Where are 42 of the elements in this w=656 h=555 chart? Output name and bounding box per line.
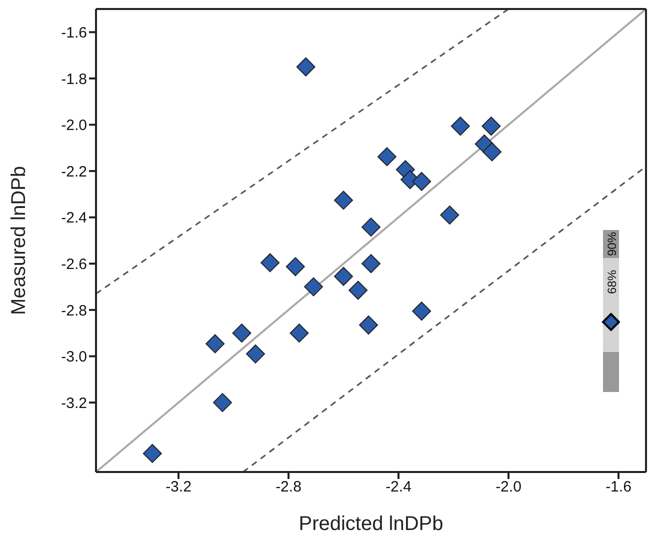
point xyxy=(213,393,232,412)
point xyxy=(362,254,380,274)
point xyxy=(232,324,252,343)
point xyxy=(359,315,378,334)
point xyxy=(482,142,502,162)
point xyxy=(334,190,353,210)
y-tick-label: -2.6 xyxy=(61,256,87,273)
y-tick-label: -3.0 xyxy=(61,348,87,366)
y-tick-label: -1.8 xyxy=(61,70,87,88)
x-tick-label: -1.6 xyxy=(606,478,632,496)
y-tick-label: -2.8 xyxy=(61,302,87,320)
point xyxy=(260,253,280,272)
percent-key: 90% 68% xyxy=(600,230,620,400)
point xyxy=(296,57,316,76)
point xyxy=(377,147,396,166)
y-tick-label: -1.6 xyxy=(61,24,87,42)
point xyxy=(290,324,309,343)
point xyxy=(206,334,225,354)
y-tick-label: -2.2 xyxy=(61,163,87,180)
x-tick-label: -2.0 xyxy=(496,478,522,496)
x-tick-label: -2.8 xyxy=(276,478,302,496)
y-tick-label: -3.2 xyxy=(61,394,87,412)
point xyxy=(450,116,470,136)
point xyxy=(412,302,432,321)
x-axis-title: Predicted lnDPb xyxy=(298,513,444,535)
y-tick-label: -2.4 xyxy=(61,210,87,227)
point xyxy=(348,280,368,300)
point xyxy=(412,172,432,191)
annotation: 90% xyxy=(605,232,619,256)
point xyxy=(362,218,380,237)
x-tick-label: -2.4 xyxy=(386,478,412,496)
point xyxy=(142,444,162,463)
point xyxy=(440,206,460,225)
point xyxy=(304,277,324,296)
point xyxy=(286,257,305,276)
x-tick-label: -3.2 xyxy=(166,478,192,496)
point xyxy=(482,116,501,136)
y-tick-label: -2.0 xyxy=(61,117,87,134)
point xyxy=(334,266,353,286)
y-axis-title: Measured lnDPb xyxy=(8,166,30,315)
point xyxy=(246,344,265,364)
annotation: 68% xyxy=(605,270,619,294)
